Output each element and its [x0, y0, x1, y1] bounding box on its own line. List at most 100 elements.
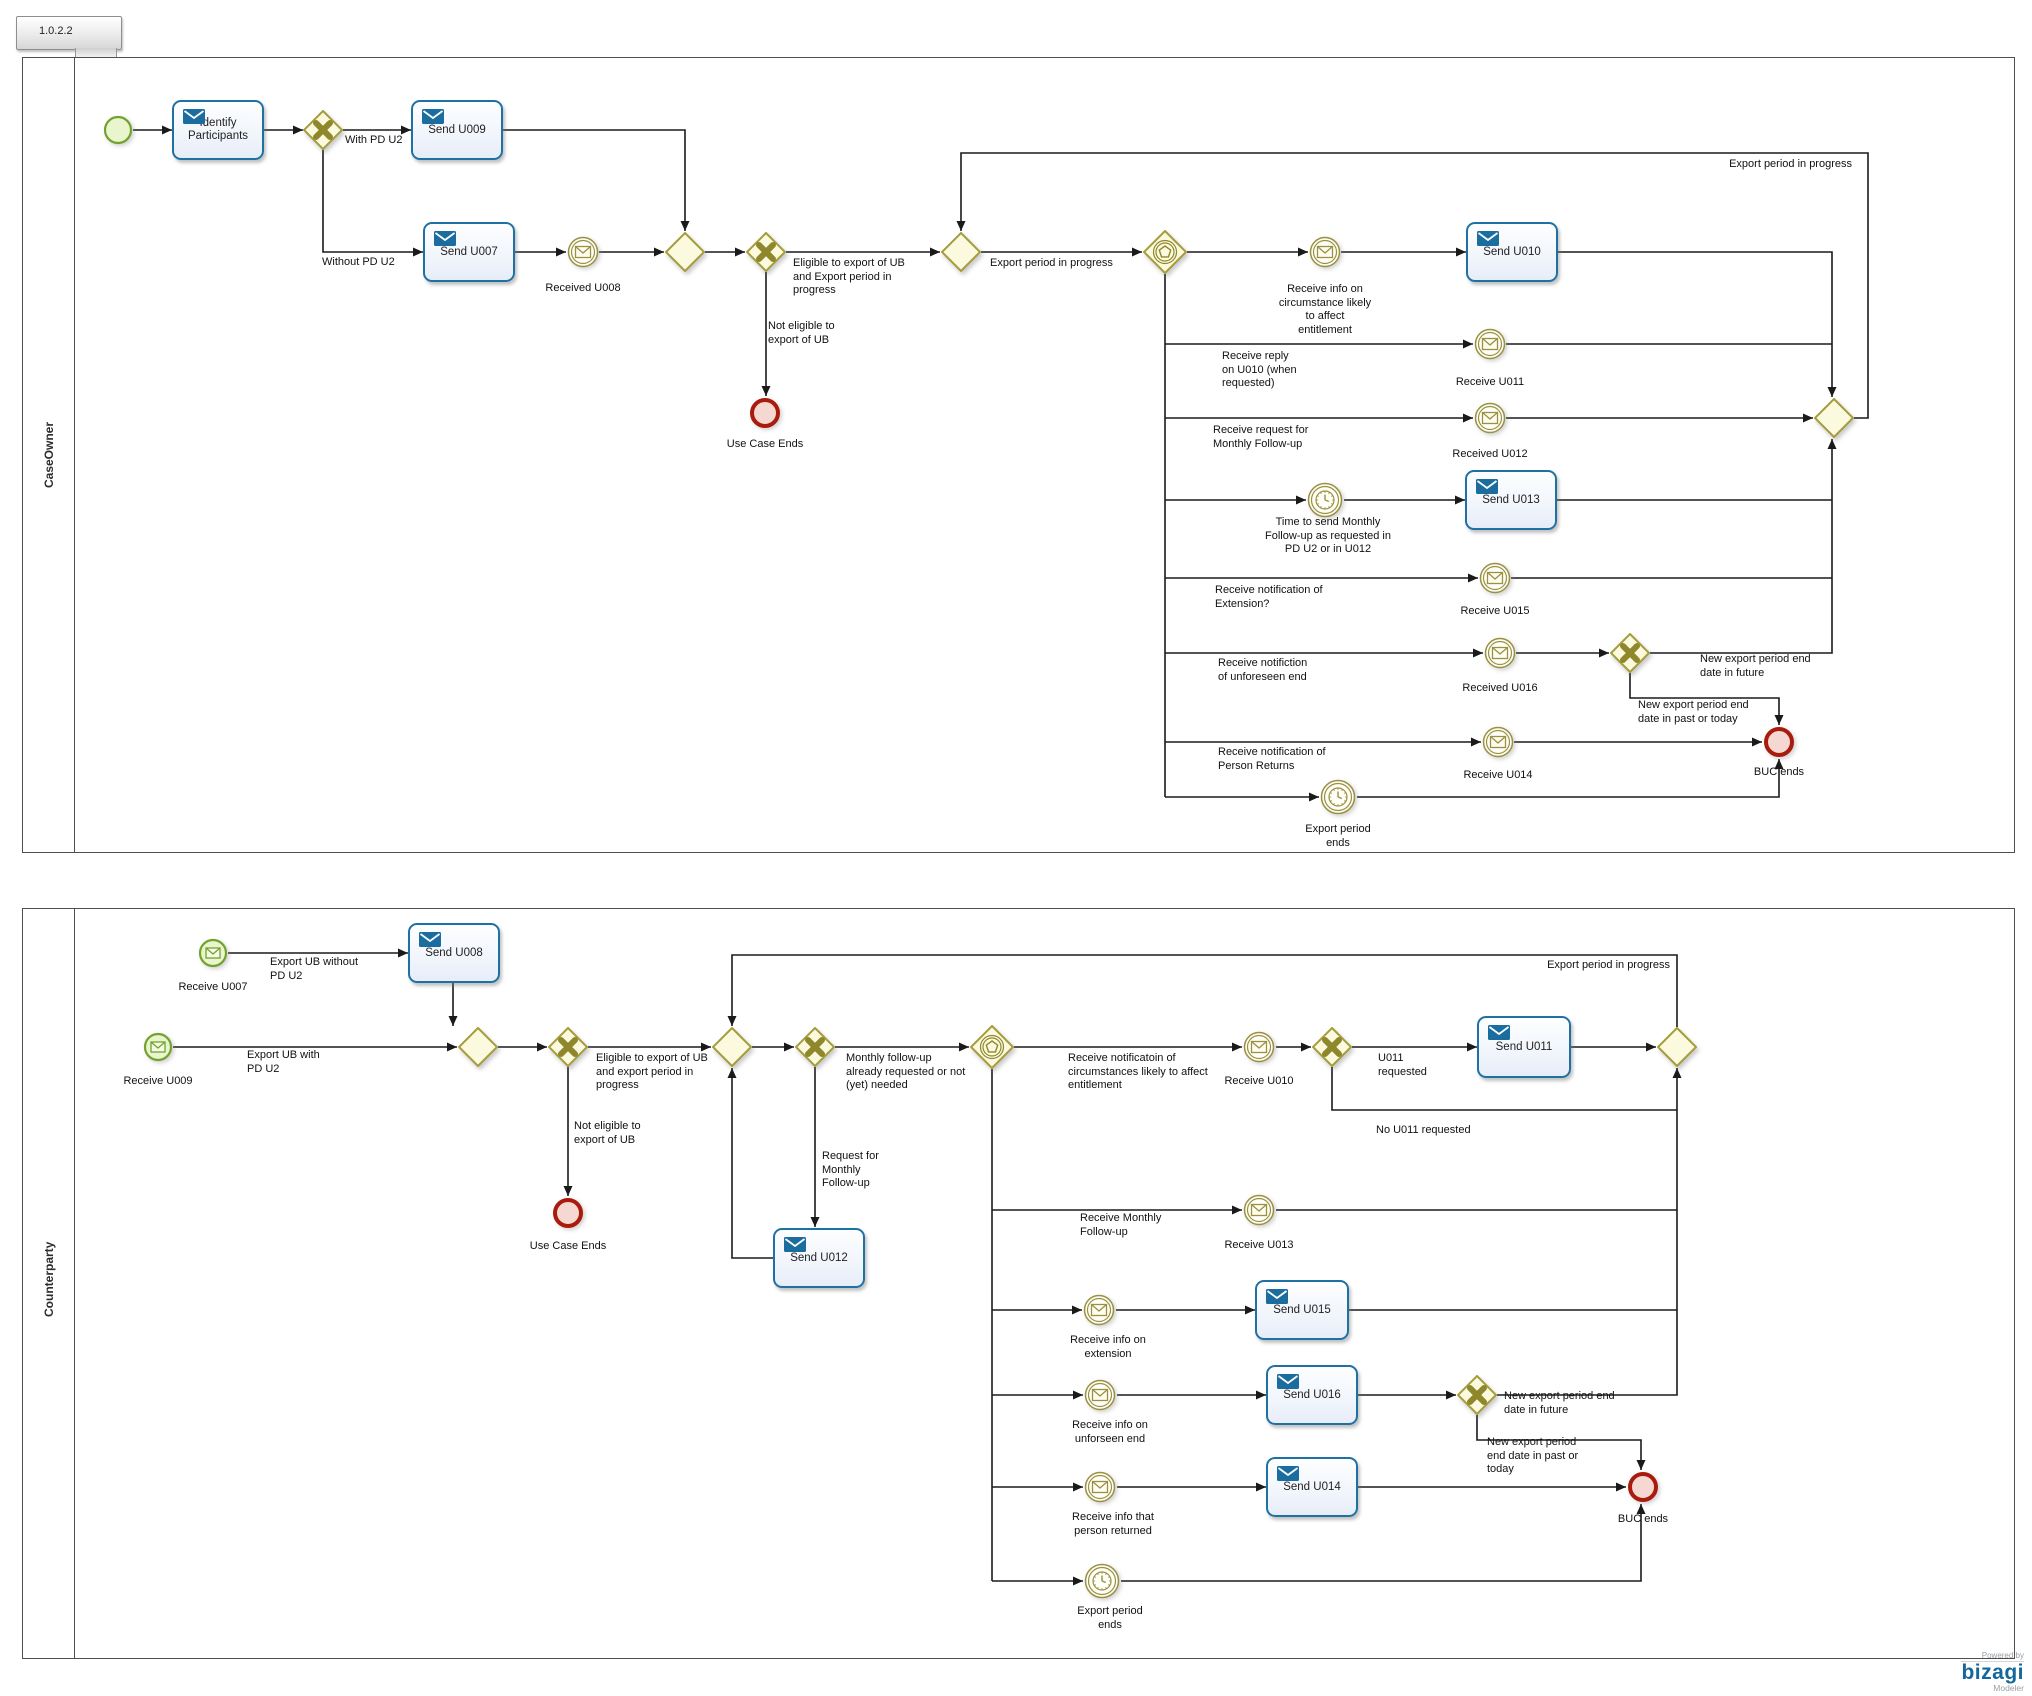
gateway-export-merge[interactable] [940, 231, 982, 273]
flow-loop-export-1[interactable] [960, 152, 1869, 419]
gateway-merge-7[interactable] [1656, 1026, 1698, 1068]
flow-row-returned-arrowhead [1073, 1482, 1083, 1492]
event-receive-u010[interactable] [1243, 1031, 1275, 1063]
gateway-u011-requested[interactable] [1311, 1026, 1353, 1068]
flow-u007-u008-arrowhead [556, 247, 566, 257]
event-export-period-ends[interactable] [1320, 779, 1356, 815]
pool-caseowner[interactable]: CaseOwner [22, 57, 2015, 853]
label-receive-request-mf-line-1: Monthly Follow-up [1213, 437, 1303, 450]
end-buc-ends[interactable] [1763, 726, 1795, 758]
event-received-u016[interactable] [1484, 637, 1516, 669]
label-export-without: Export UB without PD U2 [270, 956, 400, 983]
event-info-returned[interactable] [1084, 1471, 1116, 1503]
task-send-u007-label: Send U007 [440, 245, 498, 258]
task-send-u015[interactable]: Send U015 [1255, 1280, 1349, 1340]
flow-row-u013b-arrowhead [1232, 1205, 1242, 1215]
flow-loop-export-1-arrowhead [956, 221, 966, 231]
label-info-returned: Receive info that person returned [1048, 1511, 1178, 1538]
label-receive-monthly-line-1: Follow-up [1080, 1225, 1128, 1238]
event-received-u008[interactable] [567, 236, 599, 268]
label-eligible-1: Eligible to export of UB and Export perio… [793, 257, 953, 298]
event-timer-monthly[interactable] [1307, 482, 1343, 518]
label-not-eligible-2-line-0: Not eligible to [574, 1120, 641, 1132]
label-receive-notif-extension-line-1: Extension? [1215, 597, 1270, 610]
gateway-eligibility-2[interactable] [547, 1026, 589, 1068]
start-event[interactable] [103, 115, 133, 145]
gateway-merge-right[interactable] [1813, 397, 1855, 439]
flow-new-end-future-1[interactable] [1650, 439, 1833, 654]
label-info-returned-line-1: person returned [1074, 1524, 1152, 1537]
gateway-monthly[interactable] [794, 1026, 836, 1068]
flow-loop-export-2[interactable] [731, 954, 1678, 1027]
task-send-u010[interactable]: Send U010 [1466, 222, 1558, 282]
end-buc-ends-2[interactable] [1627, 1471, 1659, 1503]
flow-u012task-mergec[interactable] [731, 1068, 773, 1259]
label-eligible-2-line-1: and export period in [596, 1065, 694, 1078]
label-use-case-ends-2: Use Case Ends [513, 1240, 623, 1254]
flow-u016-gw-arrowhead [1599, 648, 1609, 658]
flow-row-u016-arrowhead [1473, 648, 1483, 658]
flow-without-pd-u2[interactable] [322, 150, 423, 253]
label-monthly-needed: Monthly follow-up already requested or no… [846, 1052, 1016, 1093]
gateway-merge-1[interactable] [664, 231, 706, 273]
task-identify-participants[interactable]: Identify Participants [172, 100, 264, 160]
flow-timer3-buc2[interactable] [1121, 1504, 1642, 1582]
label-export-without-line-0: Export UB without [270, 956, 359, 968]
label-new-end-past-1-line-0: New export period end [1638, 699, 1749, 711]
gateway-event-based[interactable] [1142, 229, 1188, 275]
event-receive-u009[interactable] [143, 1032, 173, 1062]
event-info-extension[interactable] [1083, 1294, 1115, 1326]
label-receive-notif-person-line-0: Receive notification of [1218, 746, 1326, 758]
label-info-unforseen-line-1: unforseen end [1074, 1432, 1146, 1445]
gateway-event-based-2[interactable] [969, 1024, 1015, 1070]
flow-exportgw-eventgw-arrowhead [1132, 247, 1142, 257]
task-send-u013-label: Send U013 [1482, 493, 1540, 506]
event-receive-u013[interactable] [1243, 1194, 1275, 1226]
label-without-pd-u2: Without PD U2 [322, 256, 422, 270]
task-send-u008[interactable]: Send U008 [408, 923, 500, 983]
label-receive-notif-unforeseen-line-1: of unforeseen end [1218, 670, 1307, 683]
event-receive-u011[interactable] [1474, 328, 1506, 360]
end-use-case-ends-2[interactable] [552, 1197, 584, 1229]
task-send-u013[interactable]: Send U013 [1465, 470, 1557, 530]
task-send-u015-label: Send U015 [1273, 1303, 1331, 1316]
flow-row-u014-arrowhead [1471, 737, 1481, 747]
event-received-u012[interactable] [1474, 402, 1506, 434]
label-export-ends-2-line-0: Export period [1077, 1605, 1143, 1617]
flow-u010-mergeright[interactable] [1558, 251, 1833, 397]
gateway-new-export-end[interactable] [1609, 632, 1651, 674]
gateway-eligibility[interactable] [745, 231, 787, 273]
gateway-new-export-end-2[interactable] [1456, 1374, 1498, 1416]
label-receive-u010-line-0: Receive U010 [1224, 1075, 1294, 1087]
bizagi-logo[interactable]: Powered by bizagi Modeler [1961, 1651, 2024, 1692]
task-send-u009[interactable]: Send U009 [411, 100, 503, 160]
task-send-u014[interactable]: Send U014 [1266, 1457, 1358, 1517]
gateway-merge-c[interactable] [711, 1026, 753, 1068]
flow-row-unforseen-arrowhead [1073, 1390, 1083, 1400]
flow-u009-merge[interactable] [503, 129, 686, 231]
end-use-case-ends[interactable] [749, 397, 781, 429]
gateway-pd-u2[interactable] [302, 109, 344, 151]
event-receive-u007[interactable] [198, 938, 228, 968]
event-receive-info[interactable] [1309, 236, 1341, 268]
task-send-u016[interactable]: Send U016 [1266, 1365, 1358, 1425]
task-send-u012[interactable]: Send U012 [773, 1228, 865, 1288]
event-info-unforseen[interactable] [1084, 1379, 1116, 1411]
flow-timer2-buc[interactable] [1357, 759, 1780, 798]
label-info-extension: Receive info on extension [1048, 1334, 1168, 1361]
flow-loop-export-2-arrowhead [727, 1016, 737, 1026]
flow-new-end-past-2[interactable] [1476, 1415, 1642, 1470]
label-receive-u013-line-0: Receive U013 [1224, 1239, 1294, 1251]
task-send-u007[interactable]: Send U007 [423, 222, 515, 282]
flow-no-u011[interactable] [1331, 1067, 1677, 1111]
label-info-returned-line-0: Receive info that [1072, 1511, 1154, 1523]
label-use-case-ends-2-line-0: Use Case Ends [529, 1240, 607, 1252]
flow-new-end-future-2[interactable] [1497, 1068, 1678, 1396]
flow-row-timer-arrowhead [1296, 495, 1306, 505]
task-send-u011[interactable]: Send U011 [1477, 1016, 1571, 1078]
gateway-merge-a[interactable] [457, 1026, 499, 1068]
event-receive-u015[interactable] [1479, 562, 1511, 594]
event-export-period-ends-2[interactable] [1084, 1563, 1120, 1599]
flow-new-end-past-1[interactable] [1629, 673, 1780, 725]
event-receive-u014[interactable] [1482, 726, 1514, 758]
